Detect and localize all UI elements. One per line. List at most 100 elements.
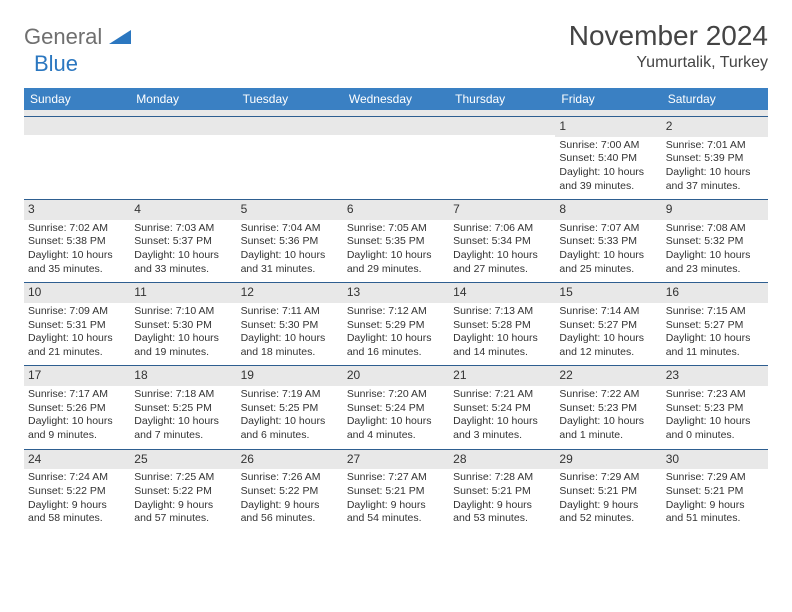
day-cell: 6Sunrise: 7:05 AMSunset: 5:35 PMDaylight… xyxy=(343,200,449,282)
day-number xyxy=(449,117,555,135)
sunrise-text: Sunrise: 7:02 AM xyxy=(28,222,126,236)
sunset-text: Sunset: 5:25 PM xyxy=(241,402,339,416)
day-number: 2 xyxy=(662,117,768,137)
daylight-text: Daylight: 10 hours and 3 minutes. xyxy=(453,415,551,442)
daylight-text: Daylight: 10 hours and 33 minutes. xyxy=(134,249,232,276)
day-number: 18 xyxy=(130,366,236,386)
day-number xyxy=(24,117,130,135)
sunrise-text: Sunrise: 7:07 AM xyxy=(559,222,657,236)
sunset-text: Sunset: 5:22 PM xyxy=(134,485,232,499)
sunset-text: Sunset: 5:21 PM xyxy=(559,485,657,499)
day-number xyxy=(130,117,236,135)
daylight-text: Daylight: 10 hours and 16 minutes. xyxy=(347,332,445,359)
sunset-text: Sunset: 5:21 PM xyxy=(453,485,551,499)
sunrise-text: Sunrise: 7:00 AM xyxy=(559,139,657,153)
sunset-text: Sunset: 5:38 PM xyxy=(28,235,126,249)
daylight-text: Daylight: 10 hours and 7 minutes. xyxy=(134,415,232,442)
day-number: 15 xyxy=(555,283,661,303)
sunset-text: Sunset: 5:21 PM xyxy=(347,485,445,499)
sunset-text: Sunset: 5:26 PM xyxy=(28,402,126,416)
day-number: 14 xyxy=(449,283,555,303)
daylight-text: Daylight: 10 hours and 27 minutes. xyxy=(453,249,551,276)
day-cell: 17Sunrise: 7:17 AMSunset: 5:26 PMDayligh… xyxy=(24,366,130,448)
week-row: 1 Sunrise: 7:00 AMSunset: 5:40 PMDaylight… xyxy=(24,116,768,199)
sunrise-text: Sunrise: 7:28 AM xyxy=(453,471,551,485)
sunrise-text: Sunrise: 7:15 AM xyxy=(666,305,764,319)
week-row: 17Sunrise: 7:17 AMSunset: 5:26 PMDayligh… xyxy=(24,365,768,448)
sunset-text: Sunset: 5:23 PM xyxy=(559,402,657,416)
day-cell: 22Sunrise: 7:22 AMSunset: 5:23 PMDayligh… xyxy=(555,366,661,448)
day-cell: 30Sunrise: 7:29 AMSunset: 5:21 PMDayligh… xyxy=(662,450,768,532)
day-cell: 21Sunrise: 7:21 AMSunset: 5:24 PMDayligh… xyxy=(449,366,555,448)
day-number: 12 xyxy=(237,283,343,303)
daylight-text: Daylight: 9 hours and 52 minutes. xyxy=(559,499,657,526)
daylight-text: Daylight: 10 hours and 19 minutes. xyxy=(134,332,232,359)
sunrise-text: Sunrise: 7:29 AM xyxy=(666,471,764,485)
day-number xyxy=(343,117,449,135)
week-row: 3Sunrise: 7:02 AMSunset: 5:38 PMDaylight… xyxy=(24,199,768,282)
day-cell xyxy=(24,117,130,199)
sunset-text: Sunset: 5:39 PM xyxy=(666,152,764,166)
day-number: 8 xyxy=(555,200,661,220)
sunset-text: Sunset: 5:29 PM xyxy=(347,319,445,333)
week-row: 10Sunrise: 7:09 AMSunset: 5:31 PMDayligh… xyxy=(24,282,768,365)
day-cell: 26Sunrise: 7:26 AMSunset: 5:22 PMDayligh… xyxy=(237,450,343,532)
daylight-text: Daylight: 10 hours and 0 minutes. xyxy=(666,415,764,442)
day-number: 28 xyxy=(449,450,555,470)
weekday-tue: Tuesday xyxy=(237,88,343,110)
day-number: 29 xyxy=(555,450,661,470)
daylight-text: Daylight: 9 hours and 53 minutes. xyxy=(453,499,551,526)
day-cell xyxy=(449,117,555,199)
day-number: 13 xyxy=(343,283,449,303)
day-number: 11 xyxy=(130,283,236,303)
brand-logo: General Blue xyxy=(24,26,131,76)
sunrise-text: Sunrise: 7:12 AM xyxy=(347,305,445,319)
day-cell: 15Sunrise: 7:14 AMSunset: 5:27 PMDayligh… xyxy=(555,283,661,365)
sunrise-text: Sunrise: 7:19 AM xyxy=(241,388,339,402)
sunset-text: Sunset: 5:27 PM xyxy=(559,319,657,333)
daylight-text: Daylight: 9 hours and 58 minutes. xyxy=(28,499,126,526)
day-cell: 13 Sunrise: 7:12 AMSunset: 5:29 PMDayligh… xyxy=(343,283,449,365)
day-number: 1 xyxy=(555,117,661,137)
day-number: 27 xyxy=(343,450,449,470)
day-number: 7 xyxy=(449,200,555,220)
sunset-text: Sunset: 5:22 PM xyxy=(28,485,126,499)
sunset-text: Sunset: 5:27 PM xyxy=(666,319,764,333)
day-number: 6 xyxy=(343,200,449,220)
day-cell: 16Sunrise: 7:15 AMSunset: 5:27 PMDayligh… xyxy=(662,283,768,365)
sunrise-text: Sunrise: 7:18 AM xyxy=(134,388,232,402)
sunset-text: Sunset: 5:30 PM xyxy=(134,319,232,333)
sunset-text: Sunset: 5:24 PM xyxy=(347,402,445,416)
sunrise-text: Sunrise: 7:13 AM xyxy=(453,305,551,319)
sunrise-text: Sunrise: 7:22 AM xyxy=(559,388,657,402)
brand-word1: General xyxy=(24,24,102,49)
sunrise-text: Sunrise: 7:24 AM xyxy=(28,471,126,485)
calendar-grid: Sunday Monday Tuesday Wednesday Thursday… xyxy=(24,88,768,532)
sunset-text: Sunset: 5:34 PM xyxy=(453,235,551,249)
day-number xyxy=(237,117,343,135)
location-label: Yumurtalik, Turkey xyxy=(569,54,768,72)
weekday-wed: Wednesday xyxy=(343,88,449,110)
day-cell: 18Sunrise: 7:18 AMSunset: 5:25 PMDayligh… xyxy=(130,366,236,448)
sunrise-text: Sunrise: 7:03 AM xyxy=(134,222,232,236)
day-number: 20 xyxy=(343,366,449,386)
day-cell: 11Sunrise: 7:10 AMSunset: 5:30 PMDayligh… xyxy=(130,283,236,365)
daylight-text: Daylight: 10 hours and 39 minutes. xyxy=(559,166,657,193)
day-cell: 24Sunrise: 7:24 AMSunset: 5:22 PMDayligh… xyxy=(24,450,130,532)
sunset-text: Sunset: 5:36 PM xyxy=(241,235,339,249)
sunrise-text: Sunrise: 7:05 AM xyxy=(347,222,445,236)
sunrise-text: Sunrise: 7:17 AM xyxy=(28,388,126,402)
sunrise-text: Sunrise: 7:26 AM xyxy=(241,471,339,485)
day-cell: 7Sunrise: 7:06 AMSunset: 5:34 PMDaylight… xyxy=(449,200,555,282)
weekday-header: Sunday Monday Tuesday Wednesday Thursday… xyxy=(24,88,768,110)
weekday-sat: Saturday xyxy=(662,88,768,110)
weekday-mon: Monday xyxy=(130,88,236,110)
triangle-icon xyxy=(109,30,131,49)
day-cell: 10Sunrise: 7:09 AMSunset: 5:31 PMDayligh… xyxy=(24,283,130,365)
sunset-text: Sunset: 5:40 PM xyxy=(559,152,657,166)
day-cell: 12Sunrise: 7:11 AMSunset: 5:30 PMDayligh… xyxy=(237,283,343,365)
daylight-text: Daylight: 10 hours and 29 minutes. xyxy=(347,249,445,276)
day-number: 26 xyxy=(237,450,343,470)
brand-word2: Blue xyxy=(34,51,78,76)
day-cell: 2Sunrise: 7:01 AMSunset: 5:39 PMDaylight… xyxy=(662,117,768,199)
